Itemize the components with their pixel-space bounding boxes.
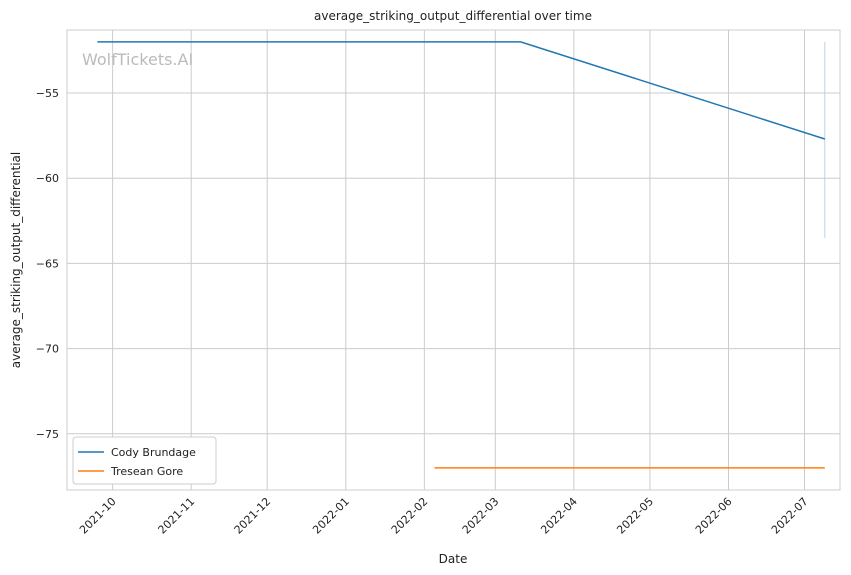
legend-label-tresean-gore: Tresean Gore xyxy=(110,465,183,478)
y-tick-labels: −55 −60 −65 −70 −75 xyxy=(36,87,59,441)
watermark-text: WolfTickets.AI xyxy=(82,50,193,69)
plot-area xyxy=(66,29,841,491)
legend-box xyxy=(72,436,217,485)
y-axis-label: average_striking_output_differential xyxy=(9,152,23,368)
y-tick-label: −65 xyxy=(36,257,59,270)
series-group xyxy=(97,41,826,469)
y-tick-label: −60 xyxy=(36,172,59,185)
chart-title: average_striking_output_differential ove… xyxy=(314,9,592,23)
y-tick-label: −75 xyxy=(36,428,59,441)
gridlines xyxy=(67,30,840,490)
legend-label-cody-brundage: Cody Brundage xyxy=(111,446,196,459)
y-tick-label: −55 xyxy=(36,87,59,100)
x-axis-label: Date xyxy=(439,552,468,566)
y-tick-label: −70 xyxy=(36,343,59,356)
legend: Cody Brundage Tresean Gore xyxy=(72,436,217,485)
series-line-cody-brundage xyxy=(97,41,826,140)
